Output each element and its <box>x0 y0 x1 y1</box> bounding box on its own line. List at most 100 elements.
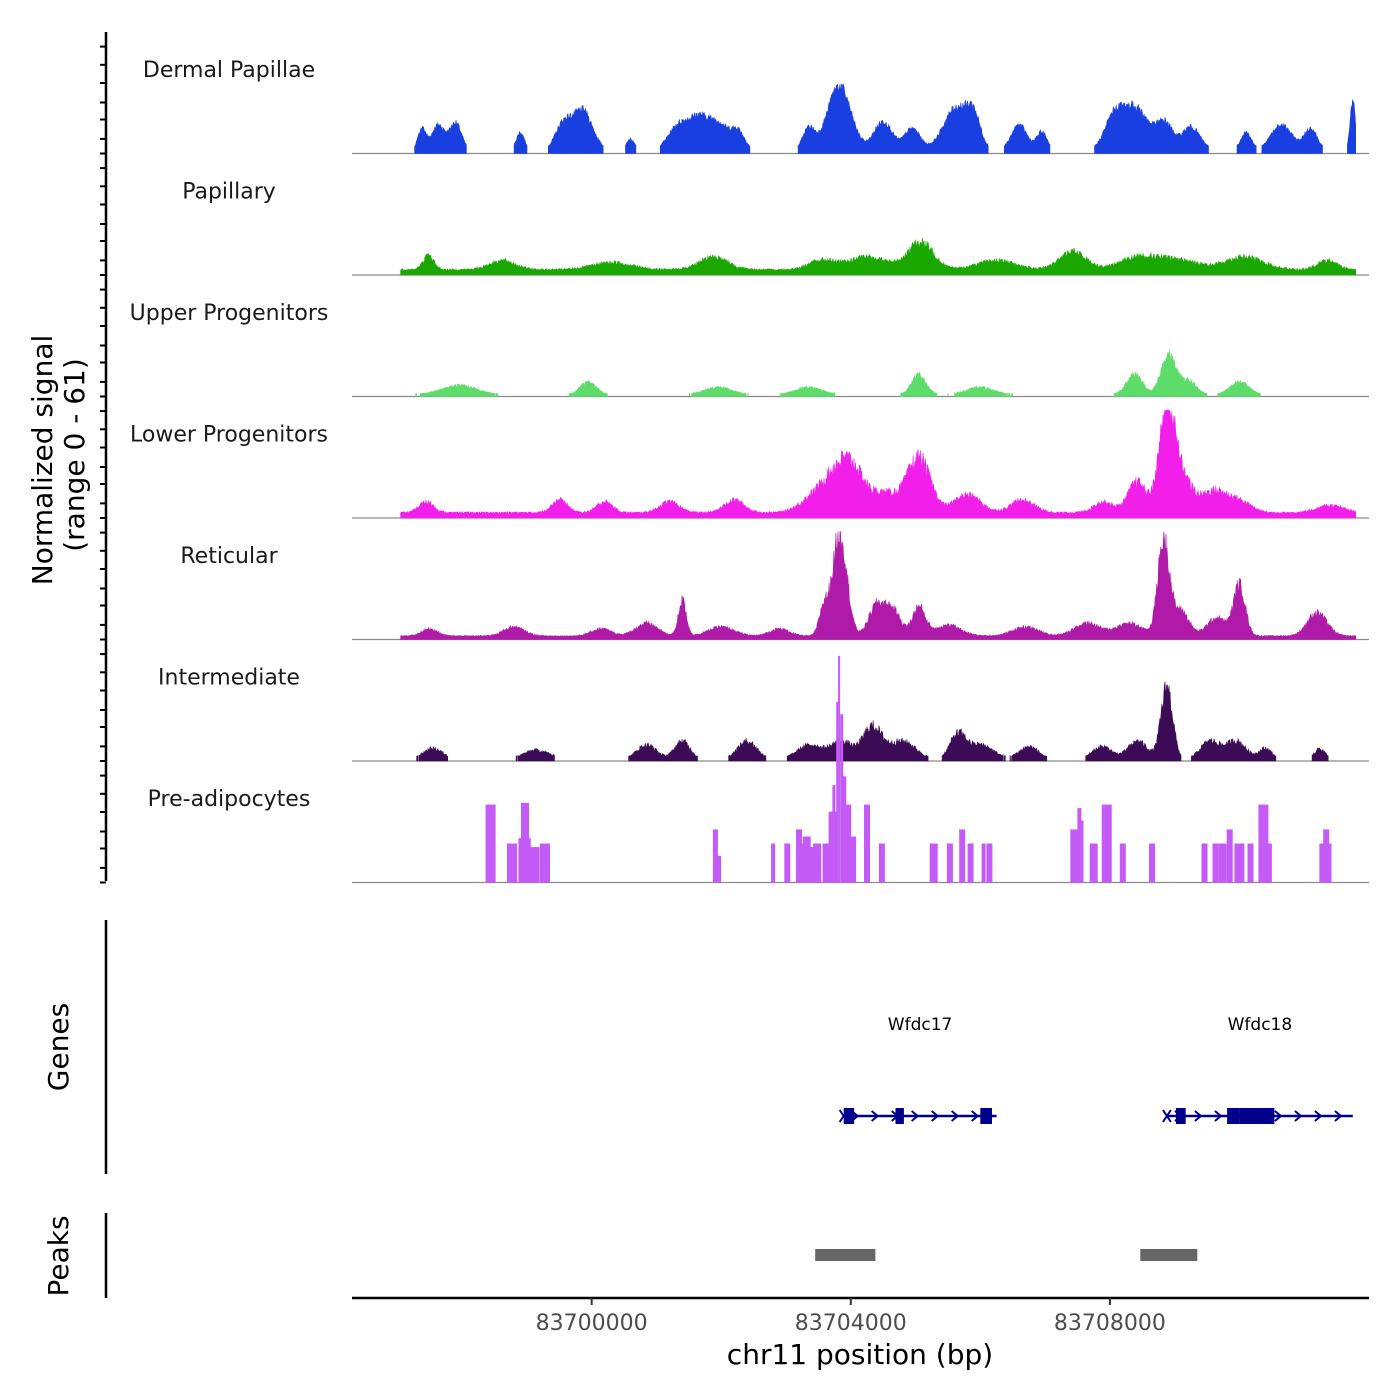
coverage-bar <box>1327 843 1332 883</box>
coverage-area <box>786 720 929 762</box>
peaks-track <box>815 1249 1198 1261</box>
genes-track: Wfdc17 Wfdc18 <box>838 1015 1353 1124</box>
coverage-area <box>1011 744 1048 762</box>
coverage-bar <box>840 714 844 883</box>
gene-start-icon <box>1162 1109 1172 1123</box>
coverage-area <box>420 383 496 397</box>
coverage-area <box>781 385 836 397</box>
coverage-bar <box>1234 843 1245 883</box>
track-reticular: Reticular <box>180 531 1369 641</box>
coverage-area <box>1311 747 1329 762</box>
coverage-area <box>418 745 448 762</box>
coverage-area <box>495 393 499 397</box>
coverage-bar <box>1080 820 1084 883</box>
coverage-area <box>659 110 751 154</box>
coverage-area <box>625 137 637 154</box>
coverage-area <box>400 531 1356 640</box>
coverage-axis-ticks <box>100 45 106 884</box>
coverage-area <box>517 747 555 762</box>
peak-interval <box>815 1249 876 1261</box>
coverage-bar <box>1226 829 1233 883</box>
strand-arrow-icon <box>951 1110 960 1122</box>
coverage-area <box>1347 99 1356 154</box>
coverage-area <box>628 738 698 762</box>
coverage-area <box>515 755 517 762</box>
coverage-area <box>1261 123 1323 154</box>
coverage-area <box>1011 393 1013 397</box>
coverage-bar <box>1247 843 1254 883</box>
coverage-area <box>1085 681 1182 762</box>
gene-exon <box>1239 1108 1275 1124</box>
coverage-bar <box>809 847 814 883</box>
coverage-bar <box>878 843 885 883</box>
track-label: Reticular <box>180 544 278 569</box>
coverage-bar <box>485 804 496 883</box>
coverage-area <box>1009 754 1011 762</box>
track-label: Dermal Papillae <box>143 58 315 83</box>
coverage-bar <box>1267 843 1272 883</box>
peaks-track-title: Peaks <box>42 1215 75 1296</box>
coverage-area <box>513 130 528 154</box>
track-label: Lower Progenitors <box>130 422 328 447</box>
coverage-area <box>414 119 467 154</box>
coverage-area <box>400 237 1356 276</box>
strand-arrow-icon <box>911 1110 920 1122</box>
coverage-bar <box>1077 808 1082 883</box>
coverage-bar <box>521 802 529 883</box>
strand-arrow-icon <box>1294 1110 1303 1122</box>
y-axis-title: Normalized signal <box>26 335 59 586</box>
coverage-bar <box>967 843 974 883</box>
coverage-bar <box>1070 829 1079 883</box>
coverage-area <box>415 393 417 397</box>
strand-arrow-icon <box>1214 1110 1223 1122</box>
coverage-bar <box>802 836 811 883</box>
gene-exon <box>1176 1108 1186 1124</box>
coverage-tracks: Dermal Papillae Papillary Upper Progenitor… <box>130 58 1369 884</box>
track-label: Intermediate <box>158 665 300 690</box>
coverage-bar <box>529 847 540 883</box>
coverage-bar <box>848 836 857 883</box>
coverage-bar <box>1089 843 1098 883</box>
strand-arrow-icon <box>1334 1110 1343 1122</box>
coverage-area <box>797 83 989 154</box>
coverage-bar <box>832 785 836 883</box>
coverage-area <box>691 385 747 397</box>
coverage-bar <box>526 838 531 883</box>
coverage-bar <box>836 701 839 883</box>
coverage-bar <box>981 843 986 883</box>
coverage-area <box>1003 754 1006 762</box>
coverage-bar <box>1201 843 1208 883</box>
coverage-area <box>568 379 608 397</box>
coverage-area <box>954 385 1008 397</box>
coverage-area <box>747 393 749 397</box>
track-intermediate: Intermediate <box>158 665 1369 762</box>
coverage-bar <box>1119 843 1126 883</box>
gene-exon <box>1227 1108 1240 1124</box>
coverage-bar <box>716 855 722 883</box>
coverage-area <box>1004 123 1051 154</box>
coverage-bar <box>784 843 791 883</box>
track-upper-progenitors: Upper Progenitors <box>130 301 1369 398</box>
coverage-area <box>779 392 781 397</box>
coverage-area <box>1217 379 1261 397</box>
coverage-bar <box>1101 804 1112 883</box>
strand-arrow-icon <box>1314 1110 1323 1122</box>
coverage-bar <box>986 843 993 883</box>
coverage-bar <box>838 655 841 883</box>
coverage-area <box>416 755 418 762</box>
coverage-area <box>900 371 938 397</box>
coverage-bar <box>518 838 523 883</box>
coverage-bar <box>1258 804 1269 883</box>
coverage-area <box>947 393 949 397</box>
coverage-bar <box>540 843 550 883</box>
track-label: Papillary <box>182 179 276 204</box>
coverage-bar <box>507 843 517 883</box>
gene-wfdc18: Wfdc18 <box>1162 1015 1353 1124</box>
gene-label: Wfdc17 <box>888 1015 953 1035</box>
coverage-bar <box>771 843 776 883</box>
coverage-bar <box>1323 829 1330 883</box>
coverage-area <box>1094 100 1209 154</box>
gene-exon <box>843 1108 855 1124</box>
coverage-bar <box>864 804 870 883</box>
